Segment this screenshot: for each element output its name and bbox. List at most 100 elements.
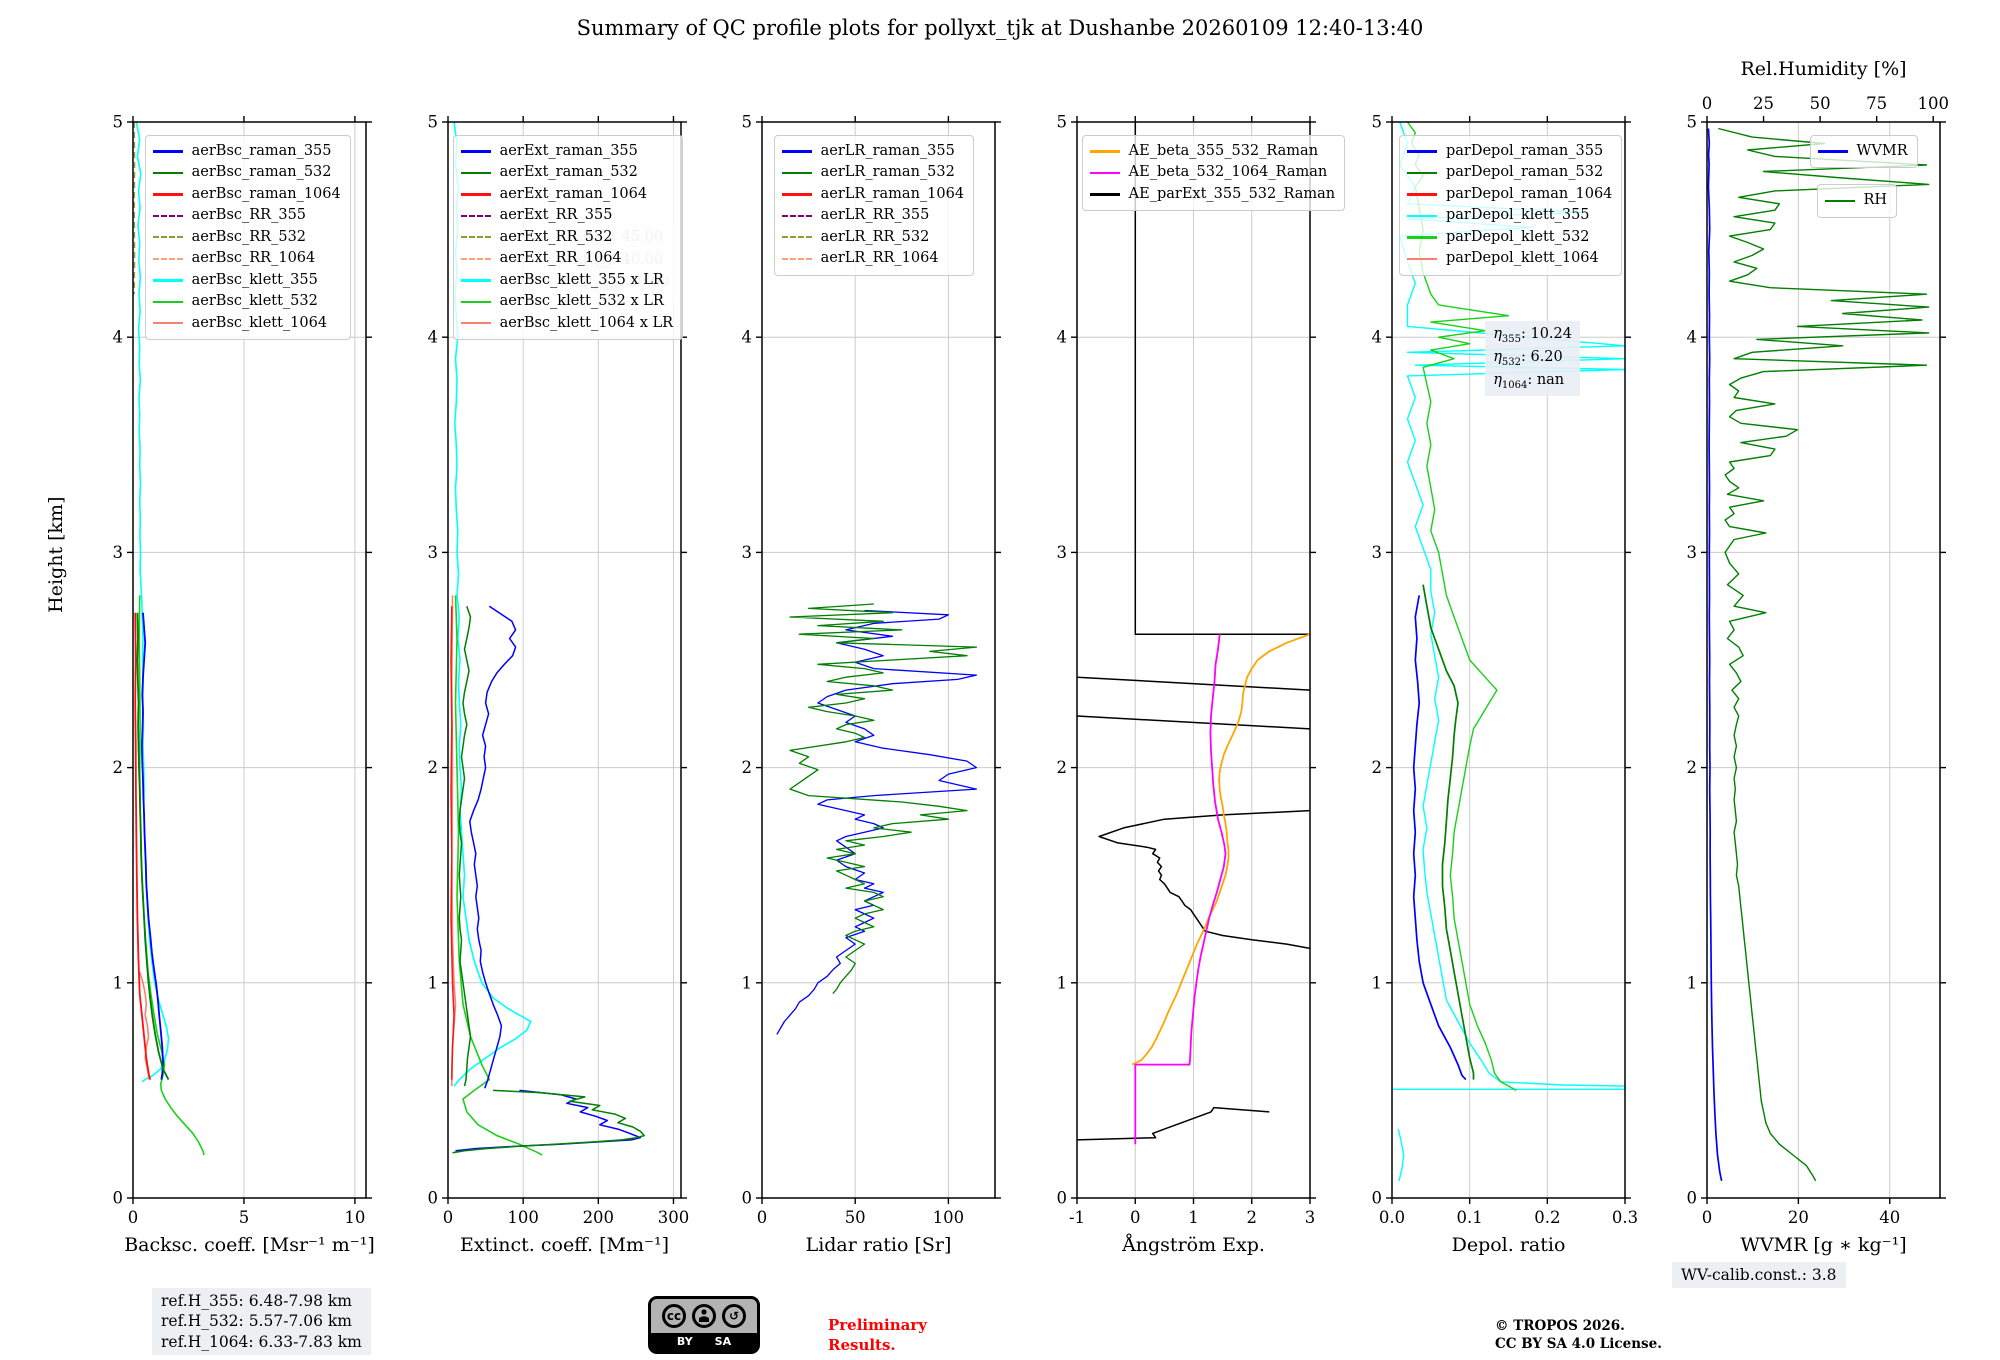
- panel-depol: 0.0 0.1 0.2 0.3 0 1 2 3 4 5 parDepol_raman_355 parD…: [1372, 113, 1639, 1257]
- legend-item: aerBsc_klett_355 x LR: [460, 270, 673, 291]
- series-aerBsc_raman_532: [136, 612, 170, 1081]
- cc-sa-label: SA: [714, 1335, 732, 1348]
- legend-item: parDepol_klett_355: [1406, 205, 1612, 226]
- legend-item: aerExt_RR_532: [460, 227, 673, 248]
- y-tick-label: 0: [1687, 1189, 1698, 1208]
- legend-label: RH: [1863, 192, 1888, 209]
- x-tick-label: 1: [1188, 1208, 1199, 1227]
- gridlines: [761, 121, 995, 1199]
- legend-item: aerBsc_klett_532: [152, 291, 341, 312]
- annotation-line: η355: 10.24: [1493, 326, 1572, 345]
- legend-line-sample: [1406, 193, 1437, 196]
- legend-label: aerBsc_raman_355: [191, 142, 332, 159]
- legend-item: aerBsc_RR_355: [152, 205, 341, 226]
- legend-line-sample: [152, 322, 183, 325]
- share-alike-icon: ↺: [722, 1304, 746, 1328]
- legend-label: aerExt_raman_355: [499, 142, 638, 159]
- legend-line-sample: [781, 150, 812, 153]
- legend-item: aerBsc_raman_355: [152, 141, 341, 162]
- legend-line-sample: [1089, 193, 1120, 196]
- axes-frame: [447, 121, 682, 1199]
- refh-532: ref.H_532: 5.57-7.06 km: [161, 1312, 352, 1331]
- legend-item: aerLR_raman_355: [781, 141, 964, 162]
- legend-item: aerBsc_klett_1064: [152, 313, 341, 334]
- legend-item: parDepol_raman_532: [1406, 162, 1612, 183]
- plot-svg: 0 20 40 0 25 50 75 100 0 1 2 3 4 5: [1687, 94, 1949, 1227]
- axes-frame: [1391, 121, 1626, 1199]
- y-tick-label: 2: [742, 758, 753, 777]
- x-tick-label: 0.2: [1534, 1208, 1560, 1227]
- legend-box: aerBsc_raman_355 aerBsc_raman_532 aerBsc_r…: [144, 134, 351, 340]
- reference-height-box: ref.H_355: 6.48-7.98 km ref.H_532: 5.57-…: [152, 1288, 371, 1356]
- x-tick-label: 0: [1130, 1208, 1141, 1227]
- y-tick-label: 1: [1057, 973, 1068, 992]
- series-aerExt_raman_355: [455, 1089, 642, 1152]
- legend-label: AE_beta_532_1064_Raman: [1128, 164, 1328, 181]
- top-tick-label: 100: [1917, 94, 1949, 113]
- axis-ticks: 0 20 40 0 25 50 75 100 0 1 2 3 4 5: [1687, 94, 1949, 1227]
- x-tick-label: 200: [583, 1208, 615, 1227]
- legend-item: aerExt_RR_1064: [460, 248, 673, 269]
- series-parDepol_klett_355: [1397, 1128, 1405, 1181]
- y-tick-label: 1: [742, 973, 753, 992]
- legend-item: aerBsc_klett_1064 x LR: [460, 313, 673, 334]
- legend-line-sample: [152, 171, 183, 175]
- legend-label: aerBsc_RR_355: [191, 207, 307, 224]
- y-tick-label: 1: [113, 973, 124, 992]
- legend-label: aerExt_RR_1064: [499, 250, 622, 267]
- axis-ticks: 0 5 10 0 1 2 3 4 5: [113, 113, 372, 1227]
- top-tick-label: 0: [1702, 94, 1713, 113]
- legend-item: AE_parExt_355_532_Raman: [1089, 184, 1335, 205]
- legend-label: parDepol_klett_1064: [1445, 250, 1599, 267]
- legend-box: aerExt_raman_355 aerExt_raman_532 aerExt_r…: [452, 134, 684, 340]
- person-icon: [692, 1304, 716, 1328]
- legend-label: aerExt_raman_532: [499, 164, 638, 181]
- annotation-line: η532: 6.20: [1493, 348, 1563, 368]
- y-tick-label: 4: [428, 328, 439, 347]
- x-axis-label: Depol. ratio: [1451, 1234, 1566, 1256]
- series-AE_parExt_355_532_Raman: [1077, 676, 1310, 691]
- legend-item: parDepol_raman_355: [1406, 141, 1612, 162]
- legend-item: aerBsc_RR_1064: [152, 248, 341, 269]
- height-axis-label: Height [km]: [45, 496, 67, 613]
- cc-badge-text: BY SA: [651, 1333, 757, 1351]
- legend-line-sample: [152, 279, 183, 282]
- x-tick-label: 0: [1702, 1208, 1713, 1227]
- legend-line-sample: [460, 193, 491, 196]
- x-tick-label: 0: [128, 1208, 139, 1227]
- y-tick-label: 3: [1372, 543, 1383, 562]
- data-series: [133, 122, 205, 1156]
- legend-item: aerExt_RR_355: [460, 205, 673, 226]
- legend-item: aerLR_RR_1064: [781, 248, 964, 269]
- legend-item: aerLR_raman_532: [781, 162, 964, 183]
- y-tick-label: 3: [428, 543, 439, 562]
- data-series: [1392, 122, 1625, 1181]
- series-aerBsc_klett_532_x_LR: [454, 595, 543, 1156]
- x-tick-label: 0: [757, 1208, 768, 1227]
- legend-line-sample: [1406, 257, 1437, 261]
- legend-item: aerBsc_klett_532 x LR: [460, 291, 673, 312]
- x-tick-label: 50: [845, 1208, 866, 1227]
- legend-item: aerExt_raman_532: [460, 162, 673, 183]
- x-axis-label: Extinct. coeff. [Mm⁻¹]: [459, 1234, 670, 1256]
- legend-box: WVMR: [1809, 134, 1918, 169]
- legend-label: aerBsc_klett_532 x LR: [499, 293, 664, 310]
- legend-box: AE_beta_355_532_Raman AE_beta_532_1064_Ra…: [1081, 134, 1346, 212]
- legend-line-sample: [460, 171, 491, 175]
- legend-box: parDepol_raman_355 parDepol_raman_532 parD…: [1398, 134, 1623, 276]
- legend-label: aerBsc_klett_1064: [191, 314, 328, 331]
- axis-ticks: 0 100 200 300 0 1 2 3 4 5: [428, 113, 690, 1228]
- legend-label: aerBsc_raman_1064: [191, 185, 341, 202]
- panel-lidar-ratio: 0 50 100 0 1 2 3 4 5 aerLR_raman_355 aerLR_raman_5…: [742, 113, 1001, 1256]
- cc-license-badge: cc ↺ BY SA: [648, 1296, 760, 1354]
- y-tick-label: 0: [113, 1189, 124, 1208]
- legend-item: WVMR: [1817, 141, 1908, 162]
- panel-extinction: 0 100 200 300 0 1 2 3 4 5 aerExt_raman_355 aerExt_r…: [428, 113, 690, 1257]
- legend-item: aerExt_raman_1064: [460, 184, 673, 205]
- legend-label: aerBsc_raman_532: [191, 164, 332, 181]
- x-tick-label: 0.1: [1457, 1208, 1483, 1227]
- legend-item: parDepol_klett_1064: [1406, 248, 1612, 269]
- series-aerExt_raman_355: [469, 605, 517, 1089]
- legend-label: parDepol_raman_355: [1445, 142, 1604, 159]
